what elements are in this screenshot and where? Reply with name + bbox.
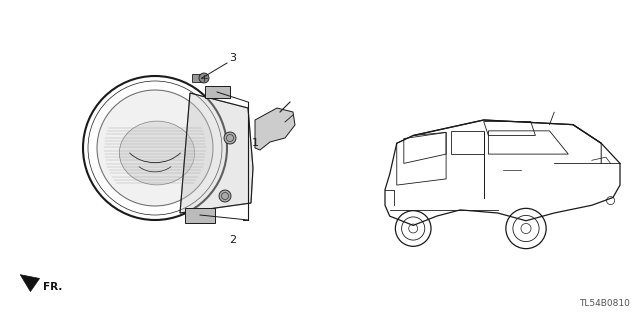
Text: FR.: FR. bbox=[43, 282, 62, 292]
Polygon shape bbox=[255, 108, 295, 150]
Circle shape bbox=[219, 190, 231, 202]
Polygon shape bbox=[205, 86, 230, 98]
Ellipse shape bbox=[119, 121, 195, 185]
Text: 1: 1 bbox=[252, 138, 259, 148]
Text: 3: 3 bbox=[229, 53, 236, 63]
Polygon shape bbox=[185, 208, 215, 223]
Polygon shape bbox=[20, 275, 40, 292]
Circle shape bbox=[224, 132, 236, 144]
Polygon shape bbox=[180, 93, 253, 213]
Circle shape bbox=[97, 90, 213, 206]
Circle shape bbox=[199, 73, 209, 83]
Text: TL54B0810: TL54B0810 bbox=[579, 299, 630, 308]
FancyBboxPatch shape bbox=[192, 74, 204, 82]
Text: 2: 2 bbox=[229, 235, 237, 245]
